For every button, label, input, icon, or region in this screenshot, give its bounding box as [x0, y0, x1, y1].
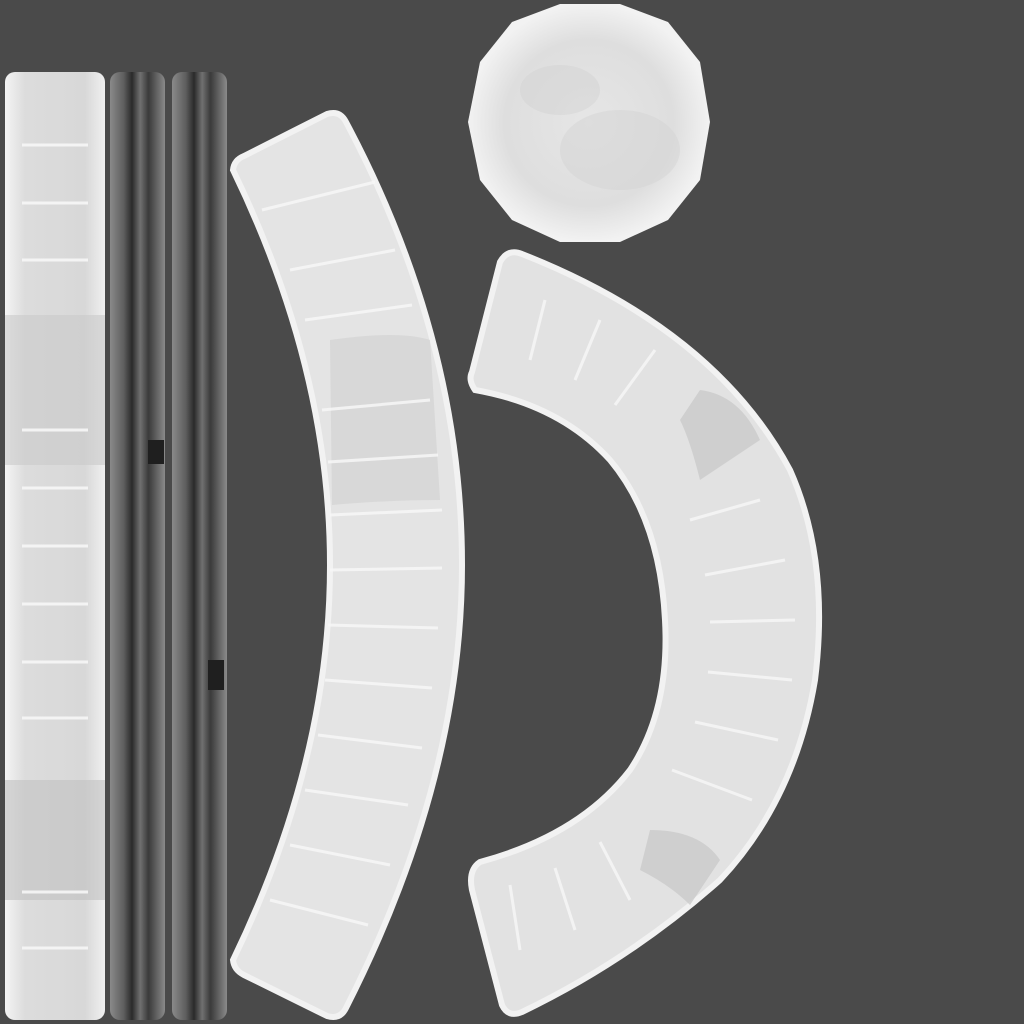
- curved-stone-arc-left: [229, 110, 466, 1020]
- round-stone-cap: [468, 4, 710, 242]
- arc-left-joint-lines: [261, 180, 443, 927]
- strip-joint-lines: [22, 143, 88, 950]
- dark-rail-strip-left: [110, 72, 165, 1020]
- dark-rail-strip-right: [172, 72, 227, 1020]
- curved-stone-arc-right: [467, 249, 823, 1017]
- straight-stone-strip: [5, 72, 105, 1020]
- arc-right-joint-lines: [508, 299, 796, 951]
